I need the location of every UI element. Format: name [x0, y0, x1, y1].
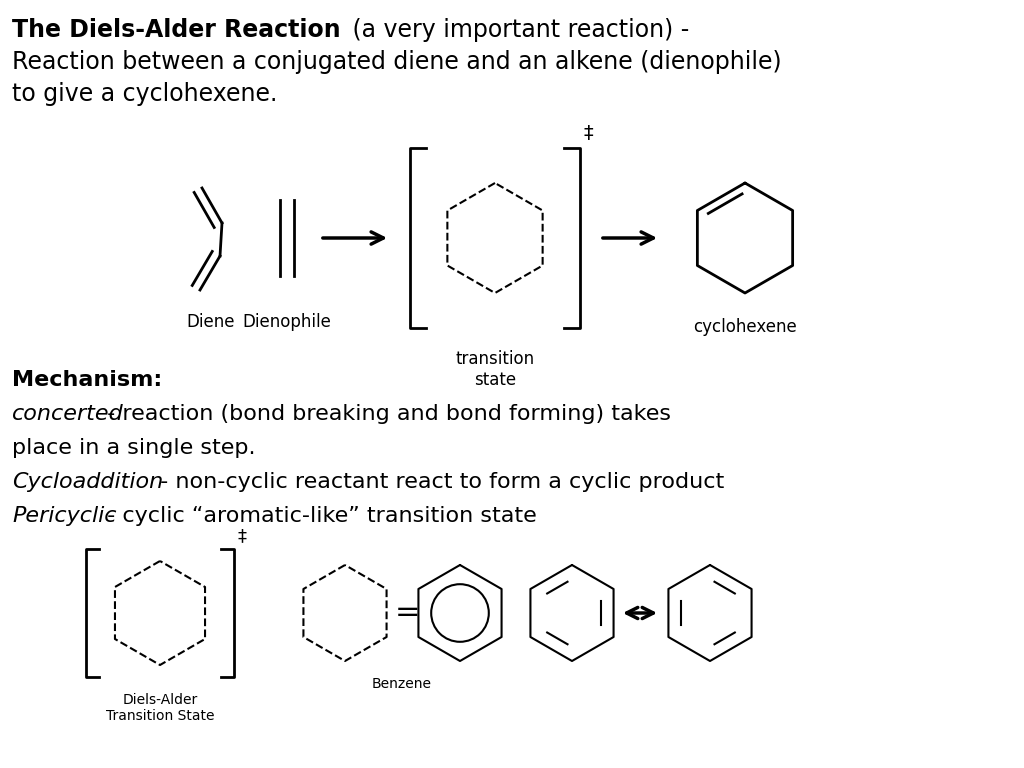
Text: Mechanism:: Mechanism:	[12, 370, 162, 390]
Text: Reaction between a conjugated diene and an alkene (dienophile): Reaction between a conjugated diene and …	[12, 50, 781, 74]
Text: (a very important reaction) -: (a very important reaction) -	[345, 18, 689, 42]
Text: Pericyclic: Pericyclic	[12, 506, 117, 526]
Text: ‡: ‡	[583, 124, 593, 143]
Text: ‡: ‡	[237, 527, 246, 545]
Text: place in a single step.: place in a single step.	[12, 438, 256, 458]
Text: Cycloaddition: Cycloaddition	[12, 472, 163, 492]
Text: to give a cyclohexene.: to give a cyclohexene.	[12, 82, 278, 106]
Text: concerted: concerted	[12, 404, 124, 424]
Text: cyclohexene: cyclohexene	[693, 318, 797, 336]
Text: Dienophile: Dienophile	[243, 313, 332, 331]
Text: Diels-Alder
Transition State: Diels-Alder Transition State	[105, 693, 214, 723]
Text: The Diels-Alder Reaction: The Diels-Alder Reaction	[12, 18, 341, 42]
Text: Benzene: Benzene	[372, 677, 432, 691]
Text: Diene: Diene	[186, 313, 236, 331]
Text: =: =	[395, 598, 421, 627]
Text: transition
state: transition state	[456, 350, 535, 389]
Text: - non-cyclic reactant react to form a cyclic product: - non-cyclic reactant react to form a cy…	[153, 472, 724, 492]
Text: - reaction (bond breaking and bond forming) takes: - reaction (bond breaking and bond formi…	[100, 404, 671, 424]
Text: - cyclic “aromatic-like” transition state: - cyclic “aromatic-like” transition stat…	[100, 506, 537, 526]
